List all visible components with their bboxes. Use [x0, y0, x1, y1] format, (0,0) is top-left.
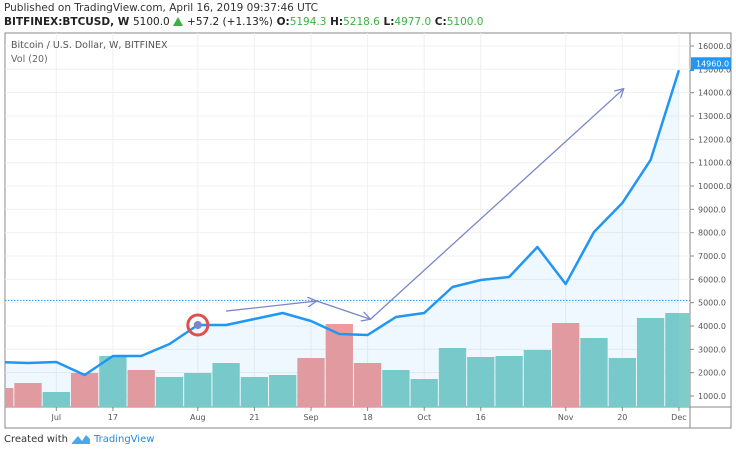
close-label: C: [434, 16, 447, 28]
volume-bar [297, 358, 325, 407]
x-tick-label: 18 [363, 413, 373, 422]
trend-arrow [226, 301, 317, 312]
price-area [5, 70, 679, 407]
volume-bar [608, 358, 636, 407]
x-tick-label: 16 [476, 413, 486, 422]
y-tick-label: 8000.0 [698, 229, 726, 238]
x-tick-label: 17 [108, 413, 118, 422]
x-tick-label: Jul [50, 413, 61, 422]
last-price-badge-label: 14960.0 [696, 59, 729, 68]
tradingview-logo-icon [71, 435, 90, 444]
target-marker-icon [186, 313, 210, 337]
x-tick-label: Sep [303, 413, 318, 422]
high-value: 5218.6 [343, 16, 380, 28]
y-tick-label: 3000.0 [698, 345, 726, 354]
x-tick-label: Dec [671, 413, 686, 422]
up-triangle-icon [173, 17, 184, 26]
volume-bar [99, 356, 127, 407]
y-tick-label: 16000.0 [698, 42, 731, 51]
volume-bar [523, 350, 552, 407]
volume-bar [325, 324, 353, 407]
x-tick-label: 21 [249, 413, 259, 422]
x-tick-label: Nov [558, 413, 574, 422]
created-with-label: Created with [4, 433, 68, 445]
trend-arrow [316, 300, 371, 319]
y-tick-label: 1000.0 [698, 392, 726, 401]
last-price-badge [691, 57, 731, 70]
volume-bar [14, 383, 42, 407]
high-label: H: [330, 16, 344, 28]
y-tick-label: 6000.0 [698, 275, 726, 284]
volume-bar [438, 348, 467, 407]
volume-bar [42, 392, 70, 407]
low-value: 4977.0 [394, 16, 432, 28]
y-tick-label: 2000.0 [698, 369, 726, 378]
volume-bar [353, 363, 382, 407]
x-tick-label: 20 [617, 413, 627, 422]
y-tick-label: 5000.0 [698, 299, 726, 308]
y-tick-label: 15000.0 [698, 65, 731, 74]
volume-legend: Vol (20) [11, 54, 48, 65]
volume-bar [552, 323, 580, 407]
last-price: 5100.0 [132, 16, 170, 28]
symbol: BITFINEX:BTCUSD, W [4, 16, 130, 28]
volume-bar [495, 356, 523, 407]
open-label: O: [276, 16, 290, 28]
trend-arrow [369, 89, 623, 320]
volume-bar [636, 318, 665, 407]
y-tick-label: 13000.0 [698, 112, 731, 121]
y-tick-label: 14000.0 [698, 89, 731, 98]
footer: Created with TradingView [4, 433, 154, 445]
y-tick-label: 12000.0 [698, 135, 731, 144]
volume-bar [580, 338, 608, 407]
y-tick-label: 4000.0 [698, 322, 726, 331]
volume-bar [665, 313, 690, 407]
y-tick-label: 11000.0 [698, 159, 731, 168]
y-tick-label: 10000.0 [698, 182, 731, 191]
volume-bar [155, 377, 184, 407]
low-label: L: [383, 16, 395, 28]
volume-bar [410, 379, 438, 407]
x-tick-label: Oct [417, 413, 431, 422]
published-info: Published on TradingView.com, April 16, … [4, 2, 318, 14]
volume-bar [269, 375, 297, 407]
target-marker-dot [193, 320, 202, 329]
price-change: +57.2 (+1.13%) [187, 16, 273, 28]
x-tick-label: Aug [190, 413, 206, 422]
close-value: 5100.0 [446, 16, 484, 28]
volume-bar [382, 370, 410, 407]
volume-bar [5, 388, 14, 407]
volume-bar [70, 373, 99, 407]
tradingview-link[interactable]: TradingView [93, 433, 155, 445]
chart-legend-title: Bitcoin / U.S. Dollar, W, BITFINEX [11, 40, 168, 51]
plot-area [5, 69, 690, 407]
volume-bar [240, 377, 269, 407]
volume-bar [127, 370, 155, 407]
symbol-quote-line: BITFINEX:BTCUSD, W 5100.0 +57.2 (+1.13%)… [4, 16, 483, 28]
volume-bar [184, 373, 212, 407]
y-tick-label: 9000.0 [698, 205, 726, 214]
volume-bar [212, 363, 240, 407]
volume-bar [467, 357, 495, 407]
y-tick-label: 7000.0 [698, 252, 726, 261]
open-value: 5194.3 [289, 16, 327, 28]
